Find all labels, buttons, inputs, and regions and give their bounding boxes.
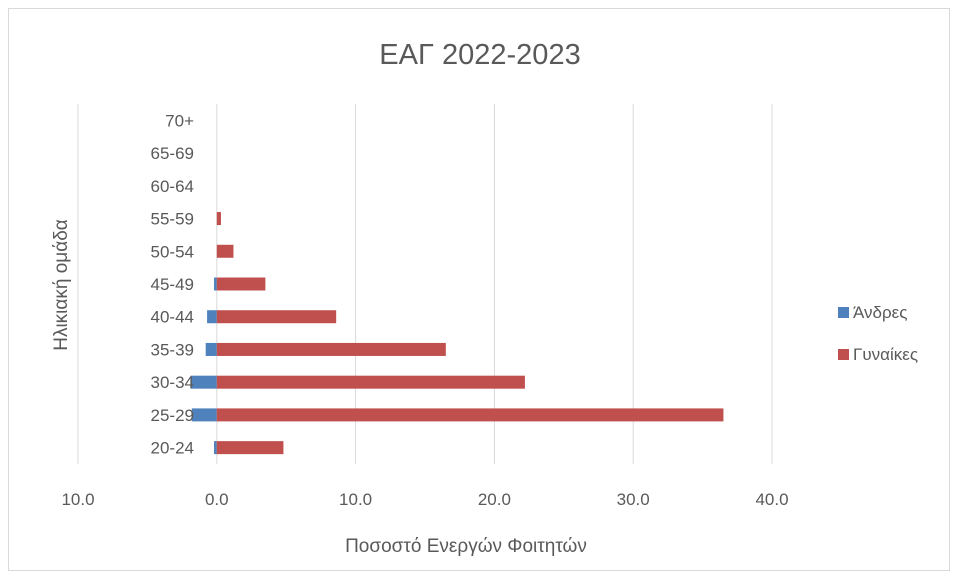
legend-label: Άνδρες <box>853 303 907 322</box>
legend: Άνδρες Γυναίκες <box>838 303 918 364</box>
x-tick-labels: 10.0 0.0 10.0 20.0 30.0 40.0 <box>61 490 788 509</box>
chart-title: ΕΑΓ 2022-2023 <box>379 39 580 71</box>
x-tick-label: 10.0 <box>339 490 372 509</box>
women-bar-45-49 <box>216 277 266 291</box>
y-tick-label: 40-44 <box>151 308 194 327</box>
y-tick-label: 55-59 <box>151 210 194 229</box>
legend-swatch <box>838 349 849 360</box>
women-bar-25-29 <box>216 408 724 422</box>
men-bar-20-24 <box>214 441 217 455</box>
women-bar-20-24 <box>216 441 284 455</box>
x-axis-title: Ποσοστό Ενεργών Φοιτητών <box>345 536 587 557</box>
x-tick-label: 0.0 <box>205 490 229 509</box>
x-tick-label: 20.0 <box>478 490 511 509</box>
y-tick-label: 35-39 <box>151 340 194 359</box>
gridlines <box>77 104 773 464</box>
women-bar-50-54 <box>216 244 234 258</box>
x-tick-label: 30.0 <box>617 490 650 509</box>
y-tick-label: 70+ <box>165 111 194 130</box>
x-tick-label: 40.0 <box>755 490 788 509</box>
women-bar-40-44 <box>216 310 337 324</box>
men-bar-40-44 <box>207 310 217 324</box>
men-bar-30-34 <box>190 375 217 389</box>
men-bar-45-49 <box>214 277 217 291</box>
y-axis-title: Ηλικιακή ομάδα <box>51 219 72 351</box>
y-tick-label: 60-64 <box>151 177 194 196</box>
legend-label: Γυναίκες <box>853 345 918 364</box>
legend-swatch <box>838 307 849 318</box>
y-tick-labels: 20-24 25-29 30-34 35-39 40-44 45-49 50-54 55-59… <box>151 111 195 457</box>
men-bar-25-29 <box>191 408 217 422</box>
y-tick-label: 50-54 <box>151 242 194 261</box>
women-bar-35-39 <box>216 342 446 356</box>
y-tick-label: 25-29 <box>151 406 194 425</box>
women-bar-30-34 <box>216 375 525 389</box>
y-tick-label: 20-24 <box>151 439 194 458</box>
y-tick-label: 45-49 <box>151 275 194 294</box>
x-tick-label: 10.0 <box>61 490 94 509</box>
men-bar-35-39 <box>205 342 217 356</box>
chart-frame <box>8 8 950 571</box>
y-tick-label: 30-34 <box>151 373 194 392</box>
women-bar-55-59 <box>216 212 221 226</box>
y-tick-label: 65-69 <box>151 144 194 163</box>
bars <box>190 212 724 455</box>
